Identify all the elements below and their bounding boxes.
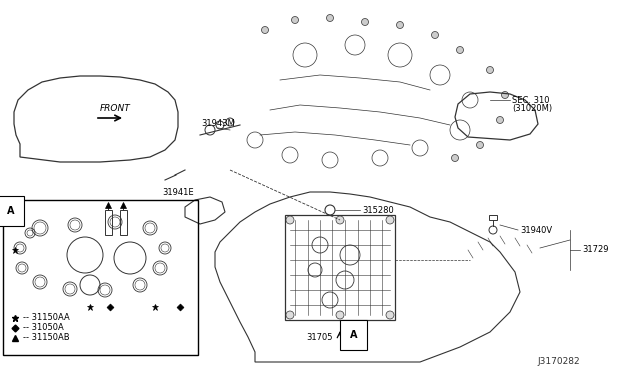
Circle shape: [362, 19, 369, 26]
Text: 31940V: 31940V: [520, 225, 552, 234]
Text: 31729: 31729: [582, 246, 609, 254]
Circle shape: [477, 141, 483, 148]
Text: A: A: [350, 330, 358, 340]
Text: SEC. 310: SEC. 310: [512, 96, 550, 105]
Text: FRONT: FRONT: [100, 103, 131, 112]
Text: 31941E: 31941E: [162, 187, 194, 196]
Circle shape: [386, 311, 394, 319]
Text: (31020M): (31020M): [512, 103, 552, 112]
Circle shape: [336, 311, 344, 319]
Text: 31943M: 31943M: [201, 119, 235, 128]
Circle shape: [262, 26, 269, 33]
Bar: [285, 215, 395, 320]
Circle shape: [502, 92, 509, 99]
Circle shape: [326, 15, 333, 22]
Text: -- 31150AA: -- 31150AA: [23, 314, 70, 323]
Text: 31705: 31705: [307, 334, 333, 343]
Circle shape: [291, 16, 298, 23]
Circle shape: [486, 67, 493, 74]
Circle shape: [336, 216, 344, 224]
Circle shape: [286, 311, 294, 319]
Circle shape: [286, 216, 294, 224]
Text: 315280: 315280: [362, 205, 394, 215]
Circle shape: [386, 216, 394, 224]
Circle shape: [451, 154, 458, 161]
Text: J3170282: J3170282: [538, 357, 580, 366]
Bar: [489, 215, 497, 220]
Circle shape: [497, 116, 504, 124]
Circle shape: [431, 32, 438, 38]
Bar: [105, 210, 112, 235]
Circle shape: [397, 22, 403, 29]
Circle shape: [456, 46, 463, 54]
Bar: [120, 210, 127, 235]
Text: A: A: [7, 206, 15, 216]
Bar: [3, 200, 198, 355]
Text: -- 31050A: -- 31050A: [23, 324, 64, 333]
Text: -- 31150AB: -- 31150AB: [23, 334, 70, 343]
